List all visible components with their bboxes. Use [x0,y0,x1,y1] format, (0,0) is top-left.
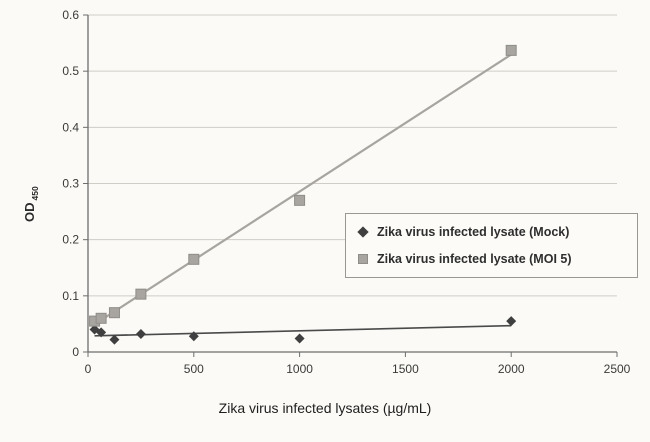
x-axis-label: Zika virus infected lysates (µg/mL) [218,400,432,416]
svg-text:0.6: 0.6 [62,8,79,22]
svg-text:0.1: 0.1 [62,289,79,303]
svg-text:500: 500 [184,362,204,376]
svg-text:0.5: 0.5 [62,64,79,78]
svg-text:2500: 2500 [604,362,631,376]
y-axis-label-subscript: 450 [29,186,40,201]
legend-item-mock: Zika virus infected lysate (Mock) [357,225,625,239]
svg-text:0.2: 0.2 [62,233,79,247]
legend-item-moi5: Zika virus infected lysate (MOI 5) [358,252,625,266]
svg-text:0: 0 [85,362,92,376]
svg-text:1000: 1000 [286,362,313,376]
y-axis-label-text: OD [22,202,37,223]
svg-text:0: 0 [72,345,79,359]
legend: Zika virus infected lysate (Mock) Zika v… [345,213,638,278]
square-marker-icon [358,254,368,264]
svg-text:1500: 1500 [392,362,419,376]
diamond-marker-icon [357,226,369,238]
y-axis-label: OD450 [22,186,40,222]
legend-label-mock: Zika virus infected lysate (Mock) [377,225,570,239]
svg-text:0.4: 0.4 [62,120,79,134]
svg-text:2000: 2000 [498,362,525,376]
svg-text:0.3: 0.3 [62,177,79,191]
legend-label-moi5: Zika virus infected lysate (MOI 5) [377,252,572,266]
